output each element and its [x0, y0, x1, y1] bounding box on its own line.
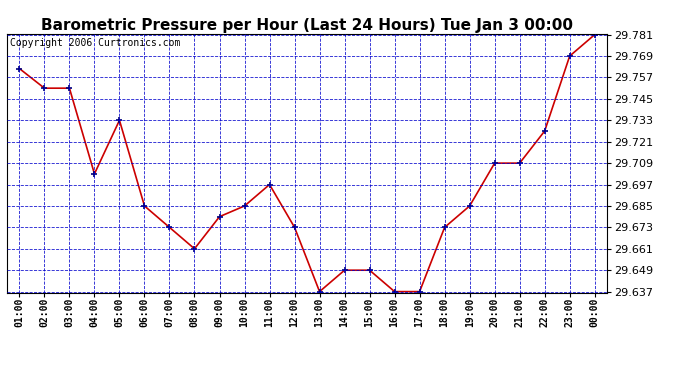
Title: Barometric Pressure per Hour (Last 24 Hours) Tue Jan 3 00:00: Barometric Pressure per Hour (Last 24 Ho… — [41, 18, 573, 33]
Text: Copyright 2006 Curtronics.com: Copyright 2006 Curtronics.com — [10, 38, 180, 48]
